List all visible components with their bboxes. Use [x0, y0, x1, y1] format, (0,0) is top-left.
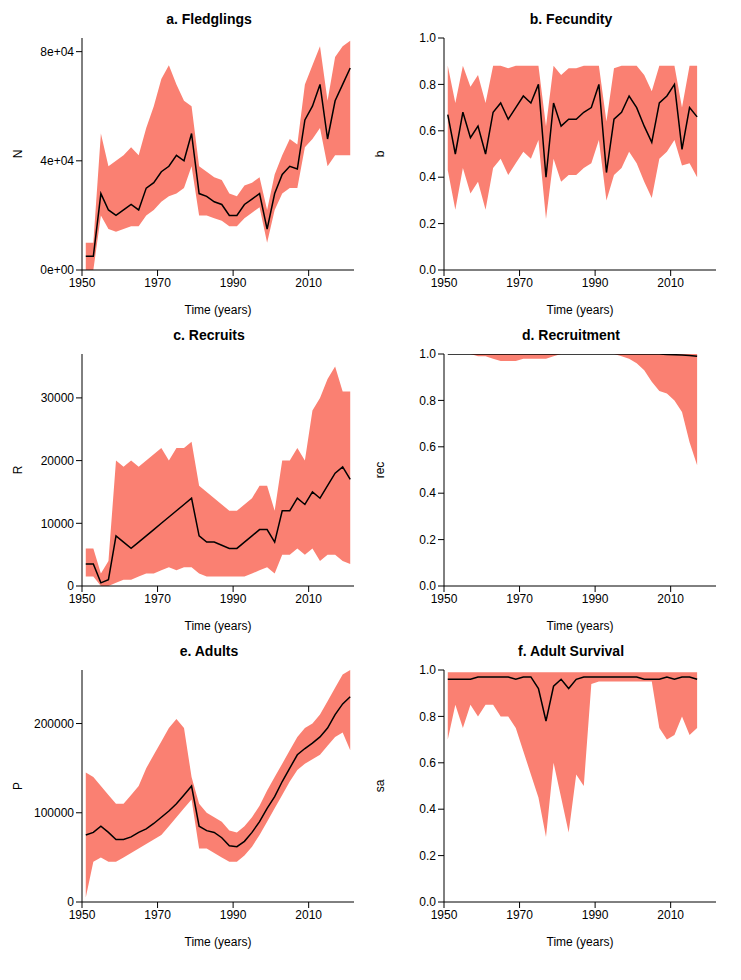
svg-text:0.4: 0.4 [419, 802, 436, 816]
svg-text:1970: 1970 [144, 592, 171, 606]
svg-text:1950: 1950 [69, 592, 96, 606]
svg-text:0: 0 [67, 579, 74, 593]
svg-text:b: b [373, 150, 387, 157]
svg-text:0.2: 0.2 [419, 217, 436, 231]
svg-text:2010: 2010 [657, 908, 684, 922]
svg-text:0.2: 0.2 [419, 533, 436, 547]
svg-text:1970: 1970 [506, 276, 533, 290]
svg-text:1.0: 1.0 [419, 31, 436, 45]
svg-text:rec: rec [373, 462, 387, 479]
svg-text:2010: 2010 [657, 276, 684, 290]
svg-text:0.6: 0.6 [419, 756, 436, 770]
svg-text:2010: 2010 [295, 276, 322, 290]
svg-text:0.6: 0.6 [419, 124, 436, 138]
svg-text:0.8: 0.8 [419, 78, 436, 92]
svg-text:1950: 1950 [431, 276, 458, 290]
svg-text:Time (years): Time (years) [185, 619, 252, 633]
svg-text:Time (years): Time (years) [547, 935, 614, 949]
svg-text:1970: 1970 [144, 908, 171, 922]
svg-text:1.0: 1.0 [419, 663, 436, 677]
svg-text:1950: 1950 [431, 908, 458, 922]
svg-text:1990: 1990 [582, 592, 609, 606]
svg-text:4e+04: 4e+04 [40, 154, 74, 168]
svg-text:0.8: 0.8 [419, 394, 436, 408]
svg-text:0e+00: 0e+00 [40, 263, 74, 277]
svg-text:1970: 1970 [506, 908, 533, 922]
svg-text:1990: 1990 [220, 592, 247, 606]
svg-text:Time (years): Time (years) [185, 935, 252, 949]
svg-text:1990: 1990 [220, 276, 247, 290]
svg-text:1.0: 1.0 [419, 347, 436, 361]
svg-text:Time (years): Time (years) [547, 303, 614, 317]
html-text:a. Fledglings: a. Fledglings [166, 11, 252, 27]
html-text:b. Fecundity: b. Fecundity [529, 11, 613, 27]
svg-text:0.6: 0.6 [419, 440, 436, 454]
svg-text:0.4: 0.4 [419, 486, 436, 500]
html-text:f. Adult Survival: f. Adult Survival [518, 643, 624, 659]
svg-text:P: P [11, 782, 25, 790]
svg-text:1950: 1950 [431, 592, 458, 606]
svg-text:0.0: 0.0 [419, 579, 436, 593]
svg-text:Time (years): Time (years) [547, 619, 614, 633]
html-text:e. Adults: e. Adults [179, 643, 239, 659]
svg-text:0.4: 0.4 [419, 170, 436, 184]
svg-text:2010: 2010 [657, 592, 684, 606]
svg-text:2010: 2010 [295, 592, 322, 606]
svg-text:Time (years): Time (years) [185, 303, 252, 317]
html-text:d. Recruitment: d. Recruitment [522, 327, 620, 343]
svg-text:R: R [11, 465, 25, 474]
svg-text:1990: 1990 [582, 908, 609, 922]
svg-text:1950: 1950 [69, 908, 96, 922]
svg-text:0.8: 0.8 [419, 710, 436, 724]
svg-text:1990: 1990 [220, 908, 247, 922]
svg-text:sa: sa [373, 779, 387, 792]
html-text:c. Recruits: c. Recruits [173, 327, 245, 343]
svg-text:0.0: 0.0 [419, 263, 436, 277]
svg-text:200000: 200000 [34, 717, 74, 731]
svg-text:1970: 1970 [506, 592, 533, 606]
svg-text:0.0: 0.0 [419, 895, 436, 909]
svg-text:0.2: 0.2 [419, 849, 436, 863]
svg-text:20000: 20000 [41, 454, 75, 468]
svg-text:10000: 10000 [41, 517, 75, 531]
svg-text:0: 0 [67, 895, 74, 909]
svg-text:30000: 30000 [41, 391, 75, 405]
svg-text:1990: 1990 [582, 276, 609, 290]
svg-text:2010: 2010 [295, 908, 322, 922]
svg-text:1950: 1950 [69, 276, 96, 290]
svg-text:100000: 100000 [34, 806, 74, 820]
svg-text:8e+04: 8e+04 [40, 45, 74, 59]
svg-text:1970: 1970 [144, 276, 171, 290]
svg-text:N: N [11, 150, 25, 159]
